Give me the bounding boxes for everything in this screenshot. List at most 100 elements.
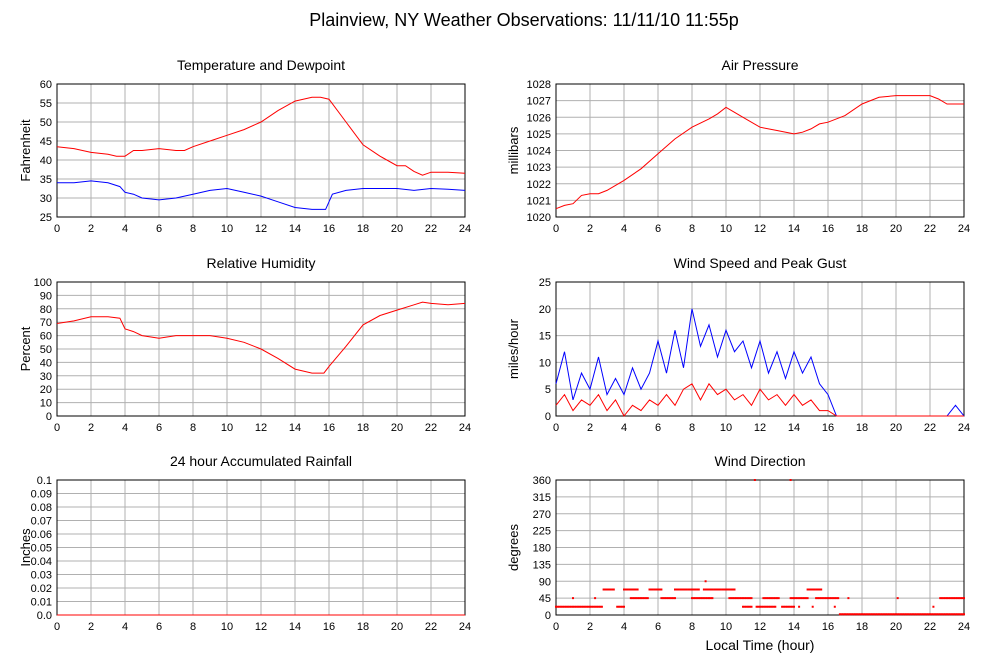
y-tick-label: 20	[40, 384, 52, 396]
data-point	[772, 597, 775, 600]
data-point	[957, 613, 960, 616]
data-point	[728, 597, 731, 600]
data-point	[895, 613, 897, 616]
x-tick-label: 12	[754, 621, 766, 633]
data-point	[638, 597, 641, 600]
plot-frame	[555, 83, 965, 218]
data-point	[606, 588, 608, 591]
data-point	[917, 613, 920, 616]
y-tick-label: 180	[533, 543, 551, 555]
data-point	[572, 605, 574, 608]
data-point	[932, 613, 935, 616]
data-point	[900, 613, 903, 616]
x-tick-label: 6	[156, 422, 162, 434]
data-point	[684, 588, 687, 591]
x-tick-label: 22	[425, 621, 437, 633]
data-point	[796, 597, 799, 600]
data-point	[859, 613, 862, 616]
x-tick-label: 16	[323, 422, 335, 434]
y-tick-label: 1023	[527, 162, 551, 174]
data-point	[692, 588, 695, 591]
plot-frame	[56, 281, 466, 417]
data-point	[658, 588, 661, 591]
data-point	[629, 588, 632, 591]
data-point	[753, 479, 756, 481]
y-tick-label: 50	[40, 344, 52, 356]
y-tick-label: 0.06	[31, 529, 52, 541]
data-point	[918, 613, 921, 616]
data-point	[849, 613, 852, 616]
data-point	[956, 597, 959, 600]
data-point	[689, 588, 692, 591]
y-tick-label: 25	[539, 277, 551, 289]
data-point	[677, 588, 680, 591]
data-point	[629, 597, 632, 600]
data-point	[738, 597, 741, 600]
data-point	[589, 605, 591, 608]
data-point	[672, 597, 675, 600]
data-point	[580, 605, 583, 608]
data-point	[730, 597, 733, 600]
data-point	[940, 597, 943, 600]
data-point	[886, 613, 889, 616]
x-tick-label: 12	[754, 422, 766, 434]
y-tick-label: 80	[40, 304, 52, 316]
data-point	[793, 605, 795, 608]
data-point	[903, 613, 906, 616]
data-point	[833, 597, 836, 600]
x-tick-label: 4	[122, 621, 128, 633]
data-point	[789, 605, 792, 608]
data-point	[570, 605, 573, 608]
x-tick-label: 24	[459, 422, 471, 434]
y-tick-label: 90	[539, 576, 551, 588]
data-point	[879, 613, 882, 616]
data-point	[810, 588, 812, 591]
data-point	[696, 588, 699, 591]
data-point	[934, 613, 937, 616]
y-tick-label: 270	[533, 509, 551, 521]
data-point	[872, 613, 875, 616]
data-point	[750, 597, 753, 600]
y-tick-label: 1026	[527, 112, 551, 124]
data-point	[930, 613, 933, 616]
data-point	[645, 597, 648, 600]
data-point	[959, 597, 962, 600]
y-tick-label: 45	[539, 593, 551, 605]
data-point	[590, 605, 593, 608]
x-tick-label: 20	[391, 621, 403, 633]
x-tick-label: 18	[357, 621, 369, 633]
data-point	[674, 597, 676, 600]
data-point	[765, 597, 768, 600]
y-tick-label: 0.09	[31, 489, 52, 501]
y-tick-label: 45	[40, 136, 52, 148]
data-point	[731, 597, 734, 600]
y-tick-label: 0.04	[31, 556, 52, 568]
data-point	[922, 613, 925, 616]
data-point	[799, 597, 802, 600]
data-point	[755, 605, 758, 608]
data-point	[823, 597, 826, 600]
plot-frame	[56, 83, 466, 218]
data-point	[891, 613, 894, 616]
data-point	[951, 597, 954, 600]
y-axis-label: Inches	[18, 528, 33, 567]
data-point	[806, 588, 809, 591]
data-point	[932, 605, 935, 608]
data-point	[691, 588, 693, 591]
data-point	[798, 605, 801, 608]
data-point	[815, 597, 818, 600]
data-point	[726, 588, 729, 591]
data-point	[937, 613, 940, 616]
data-point	[711, 588, 714, 591]
x-tick-label: 4	[621, 223, 627, 235]
y-axis-label: miles/hour	[506, 318, 521, 379]
x-tick-label: 6	[655, 621, 661, 633]
x-tick-label: 16	[323, 223, 335, 235]
data-point	[648, 588, 651, 591]
data-point	[725, 588, 727, 591]
data-point	[765, 605, 768, 608]
data-point	[733, 588, 736, 591]
data-point	[915, 613, 918, 616]
